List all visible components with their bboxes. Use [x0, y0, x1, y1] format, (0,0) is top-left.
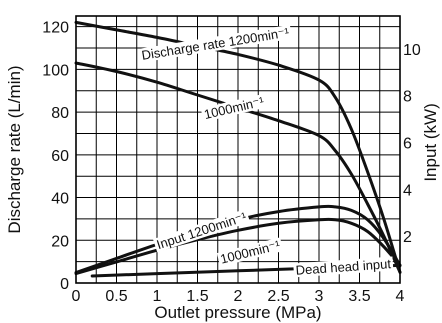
annotation-background	[152, 208, 251, 253]
y-tick-label: 60	[51, 148, 69, 165]
x-tick-label: 3.5	[348, 288, 370, 305]
x-tick-label: 2.5	[267, 288, 289, 305]
annotation-label: Dead head input	[295, 256, 392, 278]
x-tick-label: 1	[153, 288, 162, 305]
x-tick-label: 4	[396, 288, 405, 305]
series-line-4	[74, 217, 402, 276]
annotation-label: 1000min⁻¹	[219, 237, 283, 266]
y-tick-label: 100	[42, 62, 69, 79]
y-axis-title: Discharge rate (L/min)	[5, 65, 24, 233]
x-tick-label: 0	[72, 288, 81, 305]
y-tick-label: 40	[51, 191, 69, 208]
y-tick-label: 80	[51, 105, 69, 122]
y-tick-label: 120	[42, 20, 69, 37]
annotation-label: 1000min⁻¹	[203, 94, 267, 123]
y2-axis-title: Input (kW)	[421, 103, 440, 181]
annotation-background	[200, 93, 268, 122]
y2-tick-label: 4	[403, 182, 412, 199]
series-line-2	[74, 61, 402, 274]
plot-frame	[75, 15, 401, 284]
x-tick-label: 2	[234, 288, 243, 305]
y-tick-label: 20	[51, 233, 69, 250]
y2-tick-label: 8	[403, 89, 412, 106]
x-tick-label: 1.5	[186, 288, 208, 305]
grid-lines	[75, 16, 401, 284]
annotation-background	[138, 24, 293, 63]
y2-tick-label: 6	[403, 135, 412, 152]
y-tick-label: 0	[60, 276, 69, 293]
x-tick-label: 0.5	[105, 288, 127, 305]
y2-tick-label: 2	[403, 229, 412, 246]
annotation-label: Discharge rate 1200min⁻¹	[140, 25, 290, 63]
annotation-1: Discharge rate 1200min⁻¹	[138, 24, 293, 63]
annotation-background	[216, 237, 284, 267]
series-line-1	[74, 20, 402, 274]
annotation-4: 1000min⁻¹	[216, 237, 284, 267]
y2-tick-label: 10	[403, 42, 421, 59]
series-line-3	[74, 204, 402, 274]
x-axis-title: Outlet pressure (MPa)	[154, 303, 321, 322]
annotation-background	[293, 256, 394, 278]
annotation-5: Dead head input	[293, 256, 394, 278]
x-tick-label: 3	[315, 288, 324, 305]
